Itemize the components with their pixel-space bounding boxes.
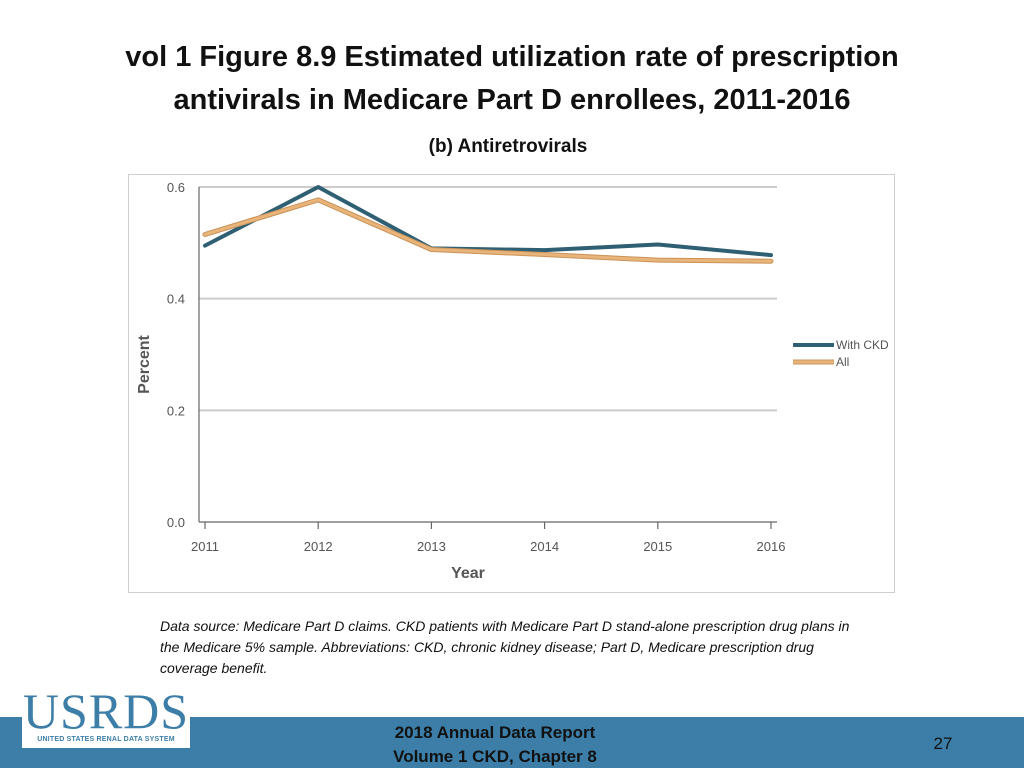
data-source-note: Data source: Medicare Part D claims. CKD… <box>160 618 850 676</box>
legend-label: All <box>836 355 849 369</box>
report-title: 2018 Annual Data Report Volume 1 CKD, Ch… <box>340 721 650 769</box>
logo-text: USRDS <box>22 683 190 739</box>
x-tick-label: 2013 <box>417 539 446 554</box>
slide-title: vol 1 Figure 8.9 Estimated utilization r… <box>60 36 964 122</box>
y-tick-label: 0.4 <box>167 292 185 307</box>
y-axis-title: Percent <box>136 334 153 393</box>
x-tick-label: 2014 <box>530 539 559 554</box>
y-tick-label: 0.2 <box>167 403 185 418</box>
legend-label: With CKD <box>836 338 889 352</box>
page-number: 27 <box>933 734 953 753</box>
report-title-line-2: Volume 1 CKD, Chapter 8 <box>393 747 597 766</box>
report-title-line-1: 2018 Annual Data Report <box>394 723 596 742</box>
series-line-all <box>203 198 773 263</box>
x-tick-label: 2015 <box>643 539 672 554</box>
logo-tagline: UNITED STATES RENAL DATA SYSTEM <box>37 736 175 743</box>
y-tick-label: 0.0 <box>167 515 185 530</box>
usrds-logo: USRDS UNITED STATES RENAL DATA SYSTEM <box>22 683 190 748</box>
line-chart: 0.0 0.2 0.4 0.6 2011 2012 2013 2014 2015 2016 Year… <box>136 180 889 582</box>
series-line-with-ckd <box>203 185 773 258</box>
y-tick-label: 0.6 <box>167 180 185 195</box>
slide-title-line-1: vol 1 Figure 8.9 Estimated utilization r… <box>125 41 899 73</box>
slide-title-line-2: antivirals in Medicare Part D enrollees,… <box>173 84 851 116</box>
x-tick-label: 2011 <box>191 539 219 554</box>
x-tick-label: 2016 <box>757 539 786 554</box>
x-tick-label: 2012 <box>304 539 333 554</box>
x-axis-title: Year <box>451 565 485 582</box>
chart-subtitle: (b) Antiretrovirals <box>428 136 588 157</box>
chart-frame: 0.0 0.2 0.4 0.6 2011 2012 2013 2014 2015 2016 Year… <box>128 174 895 593</box>
